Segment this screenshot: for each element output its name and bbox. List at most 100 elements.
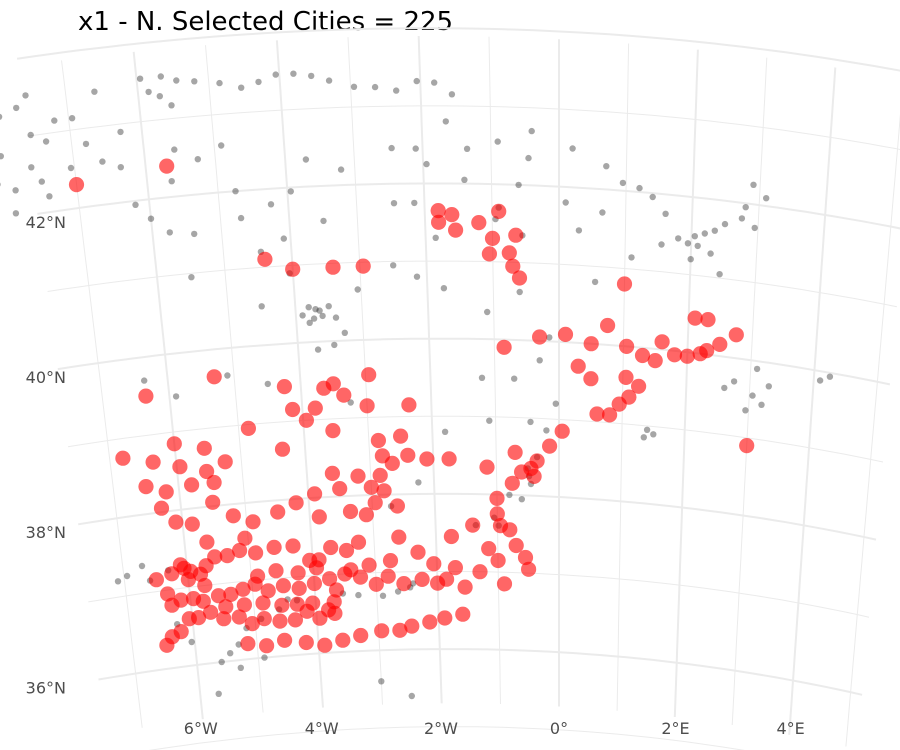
selected-city-point xyxy=(426,556,442,572)
unselected-city-point xyxy=(643,426,651,433)
unselected-city-point xyxy=(411,199,418,207)
selected-city-point xyxy=(700,312,716,328)
selected-city-point xyxy=(343,562,359,578)
parallel-line xyxy=(37,182,900,230)
selected-city-point xyxy=(216,611,232,627)
unselected-city-point xyxy=(272,71,279,78)
unselected-city-point xyxy=(649,193,656,201)
unselected-city-point xyxy=(371,83,379,91)
unselected-city-point xyxy=(619,179,627,187)
unselected-city-point xyxy=(237,664,244,671)
unselected-city-point xyxy=(215,690,222,697)
selected-city-point xyxy=(275,578,291,594)
meridian-line xyxy=(132,51,204,720)
selected-city-point xyxy=(335,632,351,648)
unselected-city-point xyxy=(191,230,198,238)
unselected-city-point xyxy=(763,195,770,202)
unselected-city-point xyxy=(38,178,45,185)
x-tick-label: 6°W xyxy=(184,719,218,738)
unselected-city-point xyxy=(255,78,262,86)
unselected-city-point xyxy=(114,578,122,585)
selected-city-point xyxy=(270,504,286,520)
x-tick-label: 4°W xyxy=(305,719,339,738)
selected-city-point xyxy=(361,557,377,573)
unselected-city-point xyxy=(138,562,146,570)
selected-city-point xyxy=(392,622,408,638)
selected-city-point xyxy=(277,632,293,648)
unselected-city-point xyxy=(543,427,550,434)
selected-city-point xyxy=(654,334,670,350)
unselected-city-point xyxy=(423,160,430,168)
selected-city-point xyxy=(739,438,755,454)
unselected-city-point xyxy=(440,285,448,292)
unselected-city-point xyxy=(99,158,106,165)
selected-city-point xyxy=(611,396,627,412)
unselected-city-point xyxy=(290,70,297,77)
selected-cities-layer xyxy=(68,158,755,654)
unselected-city-point xyxy=(147,215,155,222)
unselected-city-point xyxy=(730,378,738,385)
unselected-city-point xyxy=(310,315,318,322)
unselected-city-point xyxy=(569,145,576,152)
unselected-city-point xyxy=(750,181,757,188)
unselected-city-point xyxy=(675,235,682,242)
unselected-city-point xyxy=(409,580,417,587)
unselected-city-point xyxy=(232,188,239,195)
selected-city-point xyxy=(496,576,513,592)
selected-city-point xyxy=(350,534,367,550)
selected-city-point xyxy=(244,616,260,632)
unselected-city-point xyxy=(662,210,669,217)
selected-city-point xyxy=(484,230,501,246)
selected-city-point xyxy=(195,593,211,609)
parallel-line xyxy=(98,648,863,696)
unselected-city-point xyxy=(216,79,223,87)
unselected-city-point xyxy=(415,479,422,486)
selected-city-point xyxy=(240,636,256,652)
unselected-city-point xyxy=(738,215,746,222)
selected-city-point xyxy=(311,509,327,525)
selected-city-point xyxy=(323,539,339,556)
unselected-city-point xyxy=(168,102,175,109)
unselected-city-point xyxy=(218,658,225,666)
selected-city-point xyxy=(410,544,426,560)
unselected-city-point xyxy=(172,393,180,400)
unselected-city-point xyxy=(264,380,271,388)
unselected-city-point xyxy=(441,428,449,435)
selected-city-point xyxy=(324,465,340,481)
meridian-line xyxy=(788,67,837,735)
unselected-city-point xyxy=(280,235,287,242)
selected-city-point xyxy=(223,586,239,603)
unselected-city-point xyxy=(117,164,125,171)
meridian-line xyxy=(845,113,900,747)
selected-city-point xyxy=(289,596,305,612)
unselected-city-point xyxy=(412,145,419,152)
meridian-line xyxy=(205,45,264,713)
selected-city-point xyxy=(370,432,386,449)
selected-city-point xyxy=(489,506,505,522)
unselected-city-point xyxy=(390,262,397,269)
unselected-city-point xyxy=(173,77,180,84)
unselected-city-point xyxy=(390,200,398,207)
unselected-city-point xyxy=(591,278,599,286)
selected-city-point xyxy=(511,270,528,286)
selected-city-point xyxy=(634,347,651,364)
selected-city-point xyxy=(616,276,633,292)
selected-city-point xyxy=(602,407,618,423)
unselected-city-point xyxy=(432,234,439,241)
selected-city-point xyxy=(448,222,464,238)
selected-city-point xyxy=(489,490,505,506)
unselected-city-point xyxy=(306,319,313,326)
selected-city-point xyxy=(197,577,213,594)
selected-city-point xyxy=(443,528,459,545)
unselected-city-point xyxy=(156,93,163,100)
selected-city-point xyxy=(305,595,321,611)
selected-city-point xyxy=(521,561,537,577)
parallel-line xyxy=(27,105,900,150)
unselected-city-point xyxy=(826,373,834,380)
unselected-city-point xyxy=(46,193,53,200)
meridian-line xyxy=(417,35,443,704)
selected-city-point xyxy=(465,517,481,533)
selected-city-point xyxy=(274,597,290,613)
unselected-city-point xyxy=(448,91,456,98)
selected-city-point xyxy=(298,412,314,428)
